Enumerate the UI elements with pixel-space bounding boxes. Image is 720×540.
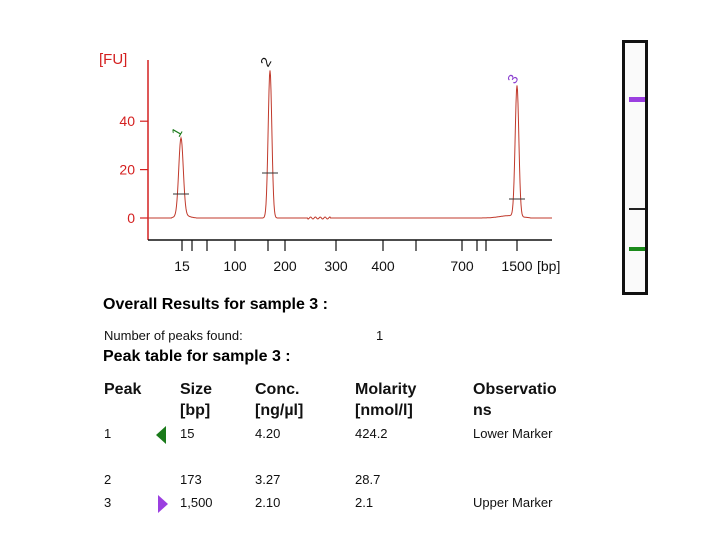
x-tick-label: 1500	[501, 258, 532, 274]
y-tick-label: 0	[127, 210, 135, 226]
number-of-peaks-label: Number of peaks found:	[104, 328, 243, 343]
row-1-observation: Lower Marker	[473, 426, 553, 441]
column-header-observations: Observatio ns	[473, 381, 557, 419]
x-tick-label: 300	[324, 258, 348, 274]
column-header-molarity: Molarity [nmol/l]	[355, 381, 417, 419]
y-tick-label: 40	[119, 113, 135, 129]
x-tick-label: 100	[223, 258, 247, 274]
row-3-observation: Upper Marker	[473, 495, 553, 510]
electropherogram-trace	[148, 70, 552, 220]
y-axis-unit-label: [FU]	[99, 51, 127, 68]
y-ticks: 0 20 40	[119, 113, 148, 226]
overall-results-title: Overall Results for sample 3 :	[103, 296, 328, 313]
electropherogram-chart: [FU] 0 20 40 15 100 200 300 400 700 1500 [bp] 1 2…	[99, 51, 560, 274]
gel-band-sample	[629, 208, 645, 210]
peak-label: 1	[168, 125, 186, 140]
x-ticks: 15 100 200 300 400 700 1500	[174, 240, 533, 274]
row-2-molarity: 28.7	[355, 472, 381, 487]
row-2-peak: 2	[104, 472, 112, 487]
upper-marker-arrow-icon	[158, 495, 168, 513]
row-2-conc: 3.27	[255, 472, 281, 487]
x-tick-label: 15	[174, 258, 190, 274]
row-1-peak: 1	[104, 426, 112, 441]
row-1-molarity: 424.2	[355, 426, 388, 441]
row-1-conc: 4.20	[255, 426, 281, 441]
row-2-size: 173	[180, 472, 202, 487]
peak-label: 3	[504, 71, 522, 86]
row-3-peak: 3	[104, 495, 112, 510]
column-header-size: Size [bp]	[180, 381, 213, 419]
peak-table-title: Peak table for sample 3 :	[103, 348, 291, 365]
gel-band-lower-marker	[629, 247, 645, 251]
peak-label: 2	[257, 54, 275, 69]
row-1-size: 15	[180, 426, 195, 441]
x-axis-unit-label: [bp]	[537, 258, 560, 274]
x-tick-label: 700	[450, 258, 474, 274]
column-header-peak: Peak	[104, 381, 142, 398]
number-of-peaks-value: 1	[376, 328, 384, 343]
lower-marker-arrow-icon	[156, 426, 166, 444]
row-3-conc: 2.10	[255, 495, 281, 510]
gel-band-upper-marker	[629, 97, 645, 102]
peak-marks: 1 2 3	[168, 54, 525, 200]
y-tick-label: 20	[119, 162, 135, 178]
gel-lane	[622, 40, 648, 295]
x-tick-label: 200	[273, 258, 297, 274]
row-3-molarity: 2.1	[355, 495, 374, 510]
column-header-conc: Conc. [ng/µl]	[255, 381, 304, 419]
x-tick-label: 400	[371, 258, 395, 274]
row-3-size: 1,500	[180, 495, 213, 510]
